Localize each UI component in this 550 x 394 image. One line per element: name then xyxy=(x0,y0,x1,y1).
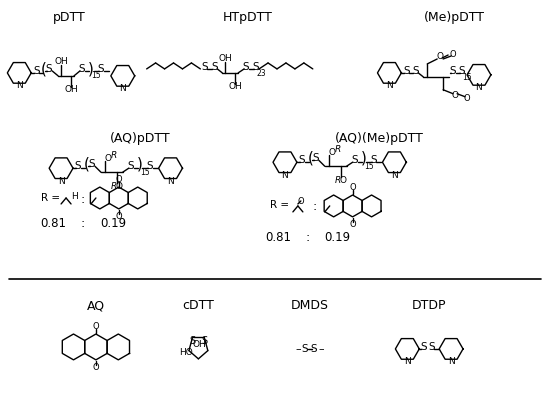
Text: ): ) xyxy=(137,157,142,172)
Text: OH: OH xyxy=(218,54,232,63)
Text: R =: R = xyxy=(41,193,60,203)
Text: ): ) xyxy=(88,61,94,76)
Text: S: S xyxy=(201,336,207,346)
Text: OH: OH xyxy=(228,82,242,91)
Text: (: ( xyxy=(41,61,47,76)
Text: (: ( xyxy=(84,157,90,172)
Text: O: O xyxy=(116,212,122,221)
Text: S: S xyxy=(253,62,260,72)
Text: O: O xyxy=(298,197,304,206)
Text: N: N xyxy=(167,177,174,186)
Text: S: S xyxy=(299,155,305,165)
Text: :: : xyxy=(312,201,317,214)
Text: O: O xyxy=(116,175,122,184)
Text: –: – xyxy=(295,344,301,354)
Text: –: – xyxy=(319,344,324,354)
Text: 15: 15 xyxy=(140,168,150,177)
Text: N: N xyxy=(58,177,64,186)
Text: 0.19: 0.19 xyxy=(100,217,126,230)
Text: OH: OH xyxy=(192,340,206,349)
Text: O: O xyxy=(339,176,346,185)
Text: R =: R = xyxy=(270,200,289,210)
Text: O: O xyxy=(116,182,122,191)
Text: O: O xyxy=(104,154,111,163)
Text: S: S xyxy=(403,66,410,76)
Text: R: R xyxy=(334,145,341,154)
Text: cDTT: cDTT xyxy=(183,299,215,312)
Text: O: O xyxy=(92,322,99,331)
Text: :: : xyxy=(81,217,85,230)
Text: S: S xyxy=(243,62,250,72)
Text: N: N xyxy=(119,84,126,93)
Text: :: : xyxy=(81,193,85,206)
Text: N: N xyxy=(386,81,393,90)
Text: O: O xyxy=(349,220,356,229)
Text: S: S xyxy=(211,62,218,72)
Text: N: N xyxy=(448,357,454,366)
Text: (: ( xyxy=(308,151,314,166)
Text: OH: OH xyxy=(64,85,78,94)
Text: S: S xyxy=(311,344,317,354)
Text: pDTT: pDTT xyxy=(53,11,85,24)
Text: 15: 15 xyxy=(364,162,373,171)
Text: S: S xyxy=(201,62,208,72)
Text: S: S xyxy=(97,64,104,74)
Text: (AQ)pDTT: (AQ)pDTT xyxy=(111,132,171,145)
Text: N: N xyxy=(282,171,288,180)
Text: S: S xyxy=(301,344,308,354)
Text: O: O xyxy=(92,363,99,372)
Text: OH: OH xyxy=(54,58,68,67)
Text: 0.81: 0.81 xyxy=(40,217,66,230)
Text: O: O xyxy=(464,94,470,103)
Text: DMDS: DMDS xyxy=(291,299,329,312)
Text: O: O xyxy=(328,148,335,157)
Text: S: S xyxy=(33,66,40,76)
Text: S: S xyxy=(146,161,153,171)
Text: (AQ)(Me)pDTT: (AQ)(Me)pDTT xyxy=(335,132,424,145)
Text: S: S xyxy=(450,66,456,76)
Text: ): ) xyxy=(361,151,366,166)
Text: R: R xyxy=(111,182,117,191)
Text: 15: 15 xyxy=(91,71,101,80)
Text: O: O xyxy=(452,91,459,100)
Text: DTDP: DTDP xyxy=(412,299,447,312)
Text: R: R xyxy=(111,151,117,160)
Text: O: O xyxy=(349,182,356,191)
Text: S: S xyxy=(46,64,52,74)
Text: 15: 15 xyxy=(462,73,472,82)
Text: 23: 23 xyxy=(256,69,266,78)
Text: S: S xyxy=(370,155,377,165)
Text: HTpDTT: HTpDTT xyxy=(223,11,273,24)
Text: 0.19: 0.19 xyxy=(324,231,351,244)
Text: S: S xyxy=(459,66,465,76)
Text: S: S xyxy=(89,159,95,169)
Text: S: S xyxy=(312,153,319,163)
Text: N: N xyxy=(391,171,398,180)
Text: S: S xyxy=(190,336,196,346)
Text: 0.81: 0.81 xyxy=(265,231,291,244)
Text: AQ: AQ xyxy=(87,299,105,312)
Text: S: S xyxy=(75,161,81,171)
Text: H: H xyxy=(70,191,78,201)
Text: R: R xyxy=(334,176,341,185)
Text: :: : xyxy=(306,231,310,244)
Text: O: O xyxy=(437,52,444,61)
Text: S: S xyxy=(351,155,358,165)
Text: N: N xyxy=(404,357,411,366)
Text: S: S xyxy=(79,64,85,74)
Text: S: S xyxy=(420,342,427,352)
Text: HO: HO xyxy=(179,348,193,357)
Text: N: N xyxy=(476,83,482,92)
Text: S: S xyxy=(428,342,435,352)
Text: (Me)pDTT: (Me)pDTT xyxy=(424,11,485,24)
Text: S: S xyxy=(128,161,134,171)
Text: O: O xyxy=(450,50,456,59)
Text: N: N xyxy=(16,81,23,90)
Text: S: S xyxy=(412,66,419,76)
